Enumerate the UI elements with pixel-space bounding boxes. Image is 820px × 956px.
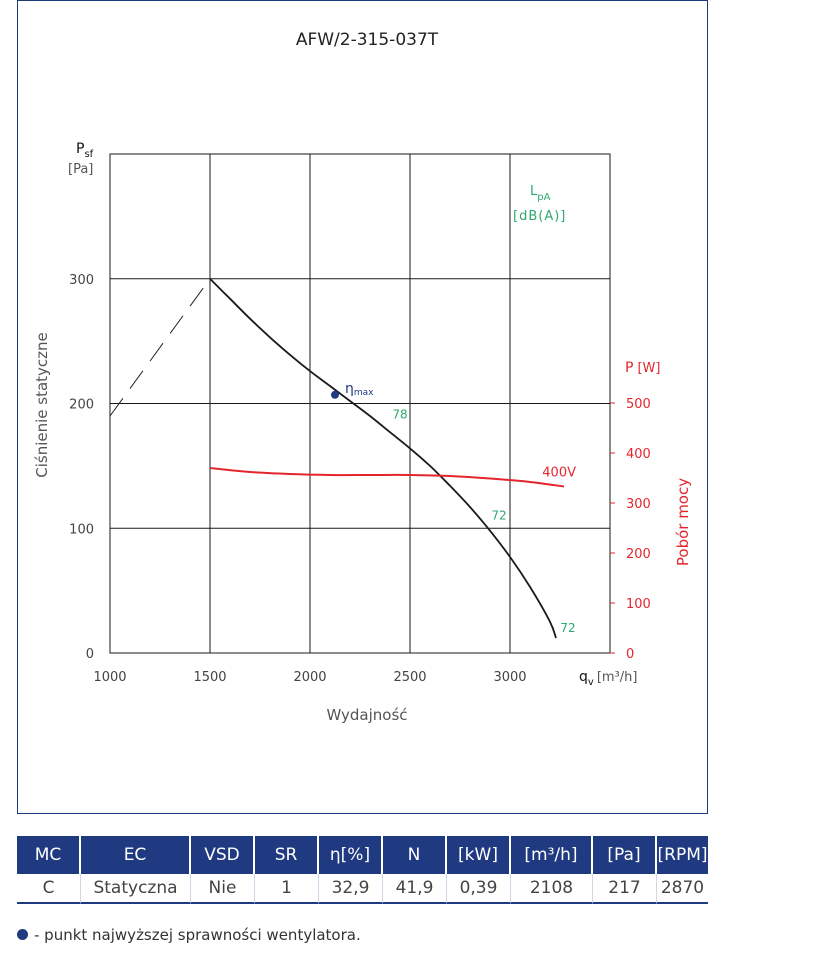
lpa-unit: [dB(A)] bbox=[513, 209, 566, 224]
y-tick-label: 100 bbox=[69, 522, 94, 537]
series-label: 400V bbox=[542, 466, 576, 481]
table-header: [RPM] bbox=[657, 836, 708, 874]
y-axis-label: Ciśnienie statyczne bbox=[33, 332, 51, 478]
eta-max-dot-icon bbox=[17, 929, 28, 940]
y2-axis-label: Pobór mocy bbox=[674, 478, 692, 566]
table-row: C Statyczna Nie 1 32,9 41,9 0,39 2108 21… bbox=[17, 874, 708, 904]
y-tick-label: 200 bbox=[69, 398, 94, 413]
power-curve-line bbox=[209, 467, 565, 488]
x-axis-unit: qv [m³/h] bbox=[579, 669, 637, 688]
table-cell: Nie bbox=[191, 874, 255, 904]
curves bbox=[109, 278, 565, 639]
table-header-row: MC EC VSD SR η[%] N [kW] [m³/h] [Pa] [RP… bbox=[17, 836, 708, 874]
y-tick-label: 0 bbox=[86, 647, 94, 662]
table-cell: Statyczna bbox=[81, 874, 191, 904]
y2-tick-label: 0 bbox=[626, 647, 634, 662]
table-cell: 41,9 bbox=[383, 874, 447, 904]
table-header: η[%] bbox=[319, 836, 383, 874]
table-header: EC bbox=[81, 836, 191, 874]
x-tick-label: 2000 bbox=[293, 670, 326, 685]
chart-frame bbox=[17, 0, 708, 814]
y-axis-unit: [Pa] bbox=[68, 162, 93, 177]
eta-max-point bbox=[331, 390, 339, 399]
table-cell: 217 bbox=[593, 874, 657, 904]
x-tick-label: 2500 bbox=[393, 670, 426, 685]
y2-axis-header: P [W] bbox=[625, 360, 660, 376]
y2-tick-label: 500 bbox=[626, 397, 651, 412]
table-header: MC bbox=[17, 836, 81, 874]
table-header: [kW] bbox=[447, 836, 511, 874]
y2-tick-label: 400 bbox=[626, 447, 651, 462]
sound-level-label: 72 bbox=[560, 621, 575, 635]
y2-tick-label: 200 bbox=[626, 547, 651, 562]
table-header: N bbox=[383, 836, 447, 874]
x-tick-label: 1500 bbox=[193, 670, 226, 685]
grid bbox=[109, 153, 611, 654]
table-header: [Pa] bbox=[593, 836, 657, 874]
dashed-extension-line bbox=[109, 278, 211, 417]
sound-level-label: 78 bbox=[392, 407, 407, 421]
footnote-text: - punkt najwyższej sprawności wentylator… bbox=[34, 926, 361, 944]
table-cell: 1 bbox=[255, 874, 319, 904]
table-cell: 32,9 bbox=[319, 874, 383, 904]
table-cell: 2870 bbox=[657, 874, 708, 904]
chart-title: AFW/2-315-037T bbox=[296, 30, 439, 50]
y-axis-symbol: Psf bbox=[76, 141, 94, 160]
y2-tick-label: 100 bbox=[626, 597, 651, 612]
chart-marks: 400V ηmax 78 72 72 bbox=[331, 381, 576, 635]
table-cell: 2108 bbox=[511, 874, 593, 904]
x-axis-label: Wydajność bbox=[326, 706, 407, 724]
eta-max-label: ηmax bbox=[345, 381, 374, 398]
chart: AFW/2-315-037T 1000 1500 2000 2500 300001002… bbox=[33, 30, 692, 724]
performance-table: MC EC VSD SR η[%] N [kW] [m³/h] [Pa] [RP… bbox=[17, 836, 708, 904]
tick-labels: 1000 1500 2000 2500 300001002003000100200300… bbox=[69, 273, 651, 685]
table-header: VSD bbox=[191, 836, 255, 874]
y-tick-label: 300 bbox=[69, 273, 94, 288]
table-header: [m³/h] bbox=[511, 836, 593, 874]
y2-tick-label: 300 bbox=[626, 497, 651, 512]
x-tick-label: 3000 bbox=[493, 670, 526, 685]
x-tick-label: 1000 bbox=[93, 670, 126, 685]
table-cell: 0,39 bbox=[447, 874, 511, 904]
footnote: - punkt najwyższej sprawności wentylator… bbox=[17, 926, 361, 944]
table-cell: C bbox=[17, 874, 81, 904]
lpa-label: LpA bbox=[530, 184, 551, 203]
pressure-curve-line bbox=[209, 278, 557, 639]
table-header: SR bbox=[255, 836, 319, 874]
sound-level-label: 72 bbox=[491, 509, 506, 523]
